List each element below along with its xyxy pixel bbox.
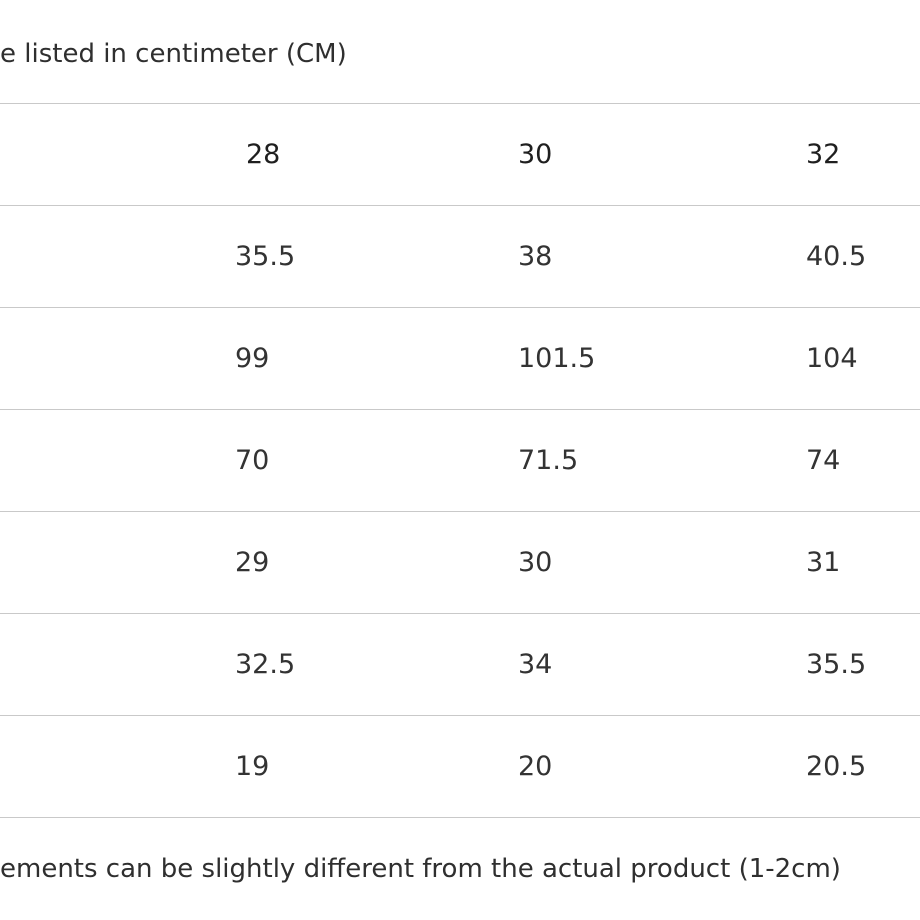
table-cell: 35.5 xyxy=(128,205,400,308)
table-row: 29 30 31 xyxy=(0,511,920,614)
table-row: 99 101.5 104 xyxy=(0,307,920,410)
table-cell: 38 xyxy=(400,205,672,308)
measurement-label xyxy=(0,715,128,818)
table-cell: 40.5 xyxy=(672,205,920,308)
table-row: 19 20 20.5 xyxy=(0,715,920,818)
table-cell: 35.5 xyxy=(672,613,920,716)
measurement-label xyxy=(0,205,128,308)
table-cell: 19 xyxy=(128,715,400,818)
table-cell: 31 xyxy=(672,511,920,614)
measurement-label xyxy=(0,613,128,716)
table-cell: 20 xyxy=(400,715,672,818)
table-cell: 104 xyxy=(672,307,920,410)
measurement-label xyxy=(0,511,128,614)
measurement-label-header xyxy=(0,103,128,206)
table-cell: 101.5 xyxy=(400,307,672,410)
table-row: 35.5 38 40.5 xyxy=(0,205,920,308)
table-cell: 29 xyxy=(128,511,400,614)
measurement-label xyxy=(0,409,128,512)
table-cell: 99 xyxy=(128,307,400,410)
table-cell: 70 xyxy=(128,409,400,512)
size-header-28: 28 xyxy=(128,103,400,206)
table-row: 32.5 34 35.5 xyxy=(0,613,920,716)
size-header-30: 30 xyxy=(400,103,672,206)
table-cell: 71.5 xyxy=(400,409,672,512)
table-cell: 30 xyxy=(400,511,672,614)
size-chart-table: 28 30 32 35.5 38 40.5 99 101.5 104 70 71… xyxy=(0,103,920,818)
table-cell: 32.5 xyxy=(128,613,400,716)
table-row: 70 71.5 74 xyxy=(0,409,920,512)
table-cell: 20.5 xyxy=(672,715,920,818)
unit-note: e listed in centimeter (CM) xyxy=(0,39,347,69)
table-cell: 34 xyxy=(400,613,672,716)
table-cell: 74 xyxy=(672,409,920,512)
size-header-32: 32 xyxy=(672,103,920,206)
measurement-disclaimer: ements can be slightly different from th… xyxy=(0,854,841,884)
measurement-label xyxy=(0,307,128,410)
size-header-row: 28 30 32 xyxy=(0,103,920,206)
